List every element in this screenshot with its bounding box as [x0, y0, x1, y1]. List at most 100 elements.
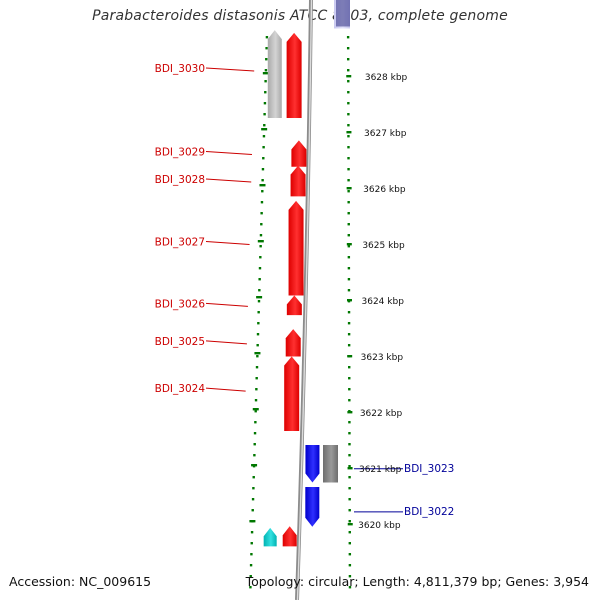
tick-rail-left-dot [250, 553, 253, 556]
tick-rail-right-dot [347, 135, 350, 138]
tick-rail-left-dot [261, 190, 264, 193]
tick-rail-right-dot [347, 157, 350, 160]
tick-rail-right-dot [347, 212, 350, 215]
tick-rail-left-dot [263, 124, 266, 127]
tick-rail-right-dot [346, 47, 350, 50]
tick-rail-left-dot [253, 443, 256, 446]
tick-rail-right-dot [347, 245, 351, 248]
tick-rail-right-dot [348, 520, 351, 523]
gene-arrow-forward [288, 200, 304, 296]
tick-rail-left-dot [257, 300, 261, 303]
scale-tick-label: 3628 kbp [365, 73, 408, 83]
tick-rail-left-dot [263, 113, 266, 116]
tick-rail-right-dot [347, 344, 351, 347]
gene-label-leader [205, 178, 252, 183]
tick-rail-left-dot [264, 80, 267, 83]
tick-rail-left-dot [253, 432, 257, 435]
tick-rail-right-dot [348, 399, 351, 402]
right-major-tick [347, 355, 353, 358]
right-major-tick [346, 187, 352, 190]
tick-rail-right-dot [347, 267, 351, 270]
gene-label-leader [205, 151, 252, 156]
gene-label-bdi-3023: BDI_3023 [404, 463, 454, 475]
tick-rail-right-dot [348, 509, 351, 512]
tick-rail-left-dot [254, 421, 257, 424]
tick-rail-left-dot [253, 454, 256, 457]
left-major-tick [256, 296, 263, 299]
tick-rail-left-dot [261, 179, 264, 182]
scale-tick-label: 3623 kbp [361, 353, 404, 363]
tick-rail-right-dot [347, 322, 351, 325]
tick-rail-right-dot [348, 388, 351, 391]
tick-rail-right-dot [348, 553, 352, 556]
tick-rail-left-dot [249, 564, 253, 567]
tick-rail-right-dot [347, 190, 350, 193]
gene-arrow-forward [290, 165, 306, 197]
tick-rail-left-dot [255, 366, 259, 369]
right-major-tick [346, 131, 352, 134]
scale-tick-label: 3620 kbp [358, 521, 401, 531]
gene-arrow-forward [291, 140, 307, 167]
tick-rail-left-dot [260, 201, 264, 204]
gene-label-bdi-3025: BDI_3025 [155, 336, 205, 348]
tick-rail-right-dot [346, 58, 350, 61]
tick-rail-left-dot [251, 509, 254, 512]
gene-label-bdi-3028: BDI_3028 [155, 174, 205, 186]
gene-arrow-forward [286, 295, 302, 316]
tick-rail-right-dot [347, 179, 350, 182]
tick-rail-right-dot [348, 443, 351, 446]
tick-rail-left-dot [259, 256, 262, 259]
tick-rail-right-dot [348, 542, 352, 545]
gene-arrow-forward [286, 32, 302, 118]
tick-rail-right-dot [347, 69, 350, 72]
gene-arrow-reverse [305, 487, 320, 527]
right-major-tick [346, 75, 352, 78]
right-major-tick [347, 299, 352, 302]
gene-label-leader [205, 67, 255, 72]
tick-rail-right-dot [348, 421, 351, 424]
map-title: Parabacteroides distasonis ATCC 8503, co… [92, 8, 508, 24]
gene-arrow-reverse [305, 445, 320, 483]
tick-rail-right-dot [348, 432, 351, 435]
gene-label-leader [205, 387, 246, 392]
tick-rail-right-dot [347, 124, 350, 127]
tick-rail-left-dot [252, 476, 255, 479]
tick-rail-left-dot [259, 234, 263, 237]
tick-rail-right-dot [348, 564, 352, 567]
left-major-tick [252, 408, 259, 411]
tick-rail-left-dot [255, 377, 258, 380]
tick-rail-left-dot [264, 91, 267, 94]
tick-rail-right-dot [348, 377, 351, 380]
rna-gene-arrow [263, 527, 277, 547]
left-major-tick [251, 464, 258, 467]
tick-rail-right-dot [348, 586, 352, 589]
right-major-tick [347, 467, 353, 470]
gene-label-bdi-3022: BDI_3022 [404, 506, 454, 518]
gene-arrow-forward [284, 356, 300, 432]
tick-rail-left-dot [257, 311, 260, 314]
pseudogene-bar [323, 445, 338, 483]
tick-rail-left-dot [260, 212, 263, 215]
tick-rail-left-dot [262, 135, 266, 138]
tick-rail-left-dot [250, 531, 254, 534]
tick-rail-left-dot [256, 333, 260, 336]
tick-rail-left-dot [256, 355, 259, 358]
tick-rail-right-dot [347, 102, 350, 105]
tick-rail-left-dot [263, 102, 267, 105]
right-major-tick [347, 523, 353, 526]
tick-rail-left-dot [261, 168, 265, 171]
accession-text: Accession: NC_009615 [9, 574, 152, 589]
faded-gene-core [336, 0, 350, 27]
tick-rail-right-dot [348, 498, 351, 501]
tick-rail-right-dot [347, 289, 351, 292]
tick-rail-right-dot [347, 168, 350, 171]
pseudogene-bar [267, 30, 282, 118]
tick-rail-left-dot [260, 223, 263, 226]
tick-rail-right-dot [348, 531, 351, 534]
gene-label-leader [205, 302, 248, 307]
gene-label-bdi-3024: BDI_3024 [155, 383, 206, 395]
left-major-tick [249, 520, 256, 523]
tick-rail-left-dot [249, 586, 252, 589]
tick-rail-left-dot [258, 278, 261, 281]
